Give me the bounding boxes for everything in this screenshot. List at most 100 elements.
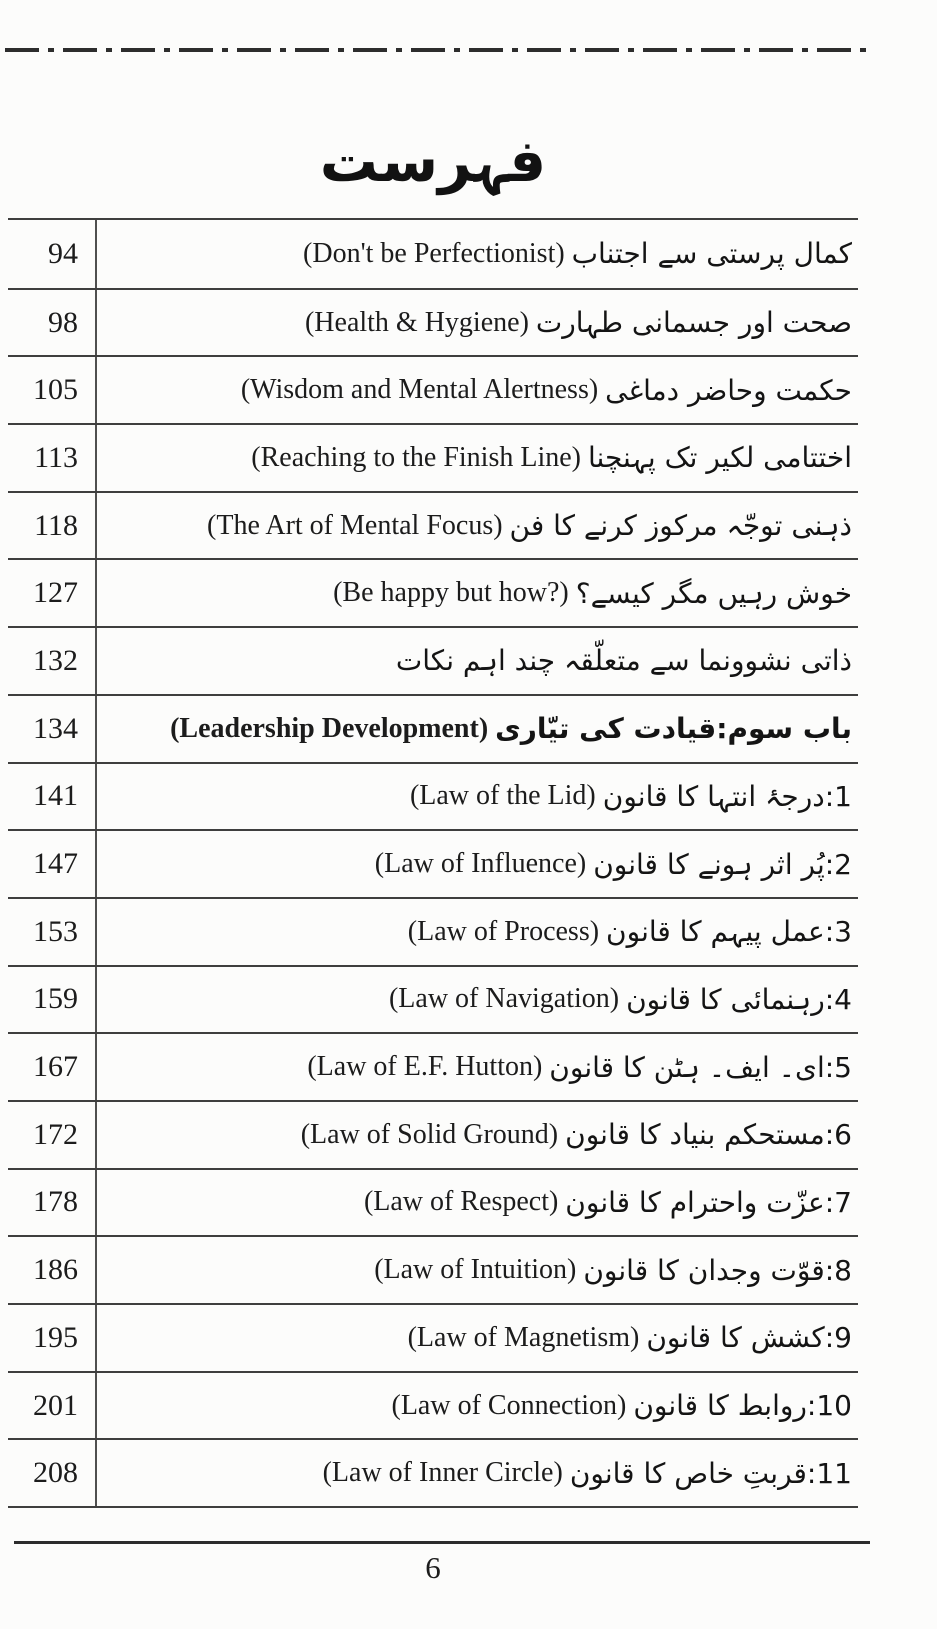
toc-row: 134 باب سوم:قیادت کی تیّاری (Leadership … bbox=[8, 693, 858, 762]
toc-entry-title: 10:روابط کا قانون (Law of Connection) bbox=[97, 1373, 858, 1439]
toc-entry-page-number: 134 bbox=[8, 695, 97, 762]
toc-row: 208 11:قربتِ خاص کا قانون (Law of Inner … bbox=[8, 1438, 858, 1507]
toc-row: 94 کمال پرستی سے اجتناب (Don't be Perfec… bbox=[8, 220, 858, 288]
toc-entry-english-text: (Law of Solid Ground) bbox=[300, 1118, 559, 1150]
toc-entry-page-number: 94 bbox=[8, 220, 97, 288]
toc-entry-urdu-text: ذہنی توجّہ مرکوز کرنے کا فن bbox=[509, 509, 852, 543]
toc-entry-urdu-text: 9:کشش کا قانون bbox=[646, 1321, 852, 1355]
toc-entry-page-number: 172 bbox=[8, 1101, 97, 1168]
toc-entry-urdu-text: 4:رہنمائی کا قانون bbox=[626, 982, 852, 1016]
toc-entry-page-number: 208 bbox=[8, 1440, 97, 1507]
toc-entry-urdu-text: اختتامی لکیر تک پہنچنا bbox=[587, 441, 852, 475]
page-title: فہرست bbox=[319, 126, 547, 195]
toc-entry-english-text: (Law of Influence) bbox=[374, 848, 587, 880]
toc-row: 147 2:پُر اثر ہونے کا قانون (Law of Infl… bbox=[8, 829, 858, 897]
toc-entry-english-text: (Law of the Lid) bbox=[409, 780, 596, 812]
toc-entry-urdu-text: 11:قربتِ خاص کا قانون bbox=[569, 1456, 852, 1490]
toc-entry-title: 7:عزّت واحترام کا قانون (Law of Respect) bbox=[97, 1170, 858, 1236]
toc-entry-title: 9:کشش کا قانون (Law of Magnetism) bbox=[97, 1305, 858, 1371]
toc-entry-english-text: (Law of Inner Circle) bbox=[322, 1457, 563, 1489]
toc-entry-title: 8:قوّت وجدان کا قانون (Law of Intuition) bbox=[97, 1237, 858, 1303]
toc-entry-english-text: (Reaching to the Finish Line) bbox=[251, 441, 581, 473]
page-number: 6 bbox=[425, 1550, 441, 1585]
toc-entry-title: 2:پُر اثر ہونے کا قانون (Law of Influenc… bbox=[97, 831, 858, 897]
toc-row: 98 صحت اور جسمانی طہارت (Health & Hygien… bbox=[8, 287, 858, 356]
toc-entry-title: کمال پرستی سے اجتناب (Don't be Perfectio… bbox=[97, 220, 858, 288]
toc-entry-english-text: (Wisdom and Mental Alertness) bbox=[240, 374, 599, 406]
toc-entry-title: 3:عمل پیہم کا قانون (Law of Process) bbox=[97, 899, 858, 965]
toc-entry-title: اختتامی لکیر تک پہنچنا (Reaching to the … bbox=[97, 425, 858, 491]
toc-entry-english-text: (Law of Magnetism) bbox=[407, 1321, 640, 1353]
toc-entry-page-number: 141 bbox=[8, 763, 97, 830]
toc-entry-english-text: (Be happy but how?) bbox=[333, 577, 569, 609]
footer-divider bbox=[14, 1541, 870, 1544]
toc-row: 167 5:ای۔ ایف۔ ہٹن کا قانون (Law of E.F.… bbox=[8, 1032, 858, 1100]
top-dashdot-divider bbox=[5, 48, 868, 52]
toc-entry-title: 4:رہنمائی کا قانون (Law of Navigation) bbox=[97, 967, 858, 1033]
toc-row: 132 ذاتی نشوونما سے متعلّقہ چند اہم نکات bbox=[8, 626, 858, 694]
toc-entry-urdu-text: 6:مستحکم بنیاد کا قانون bbox=[565, 1118, 852, 1152]
toc-entry-page-number: 178 bbox=[8, 1169, 97, 1236]
toc-entry-english-text: (Don't be Perfectionist) bbox=[303, 237, 565, 269]
toc-entry-page-number: 201 bbox=[8, 1372, 97, 1439]
toc-entry-english-text: (Law of Process) bbox=[407, 915, 600, 947]
toc-entry-page-number: 159 bbox=[8, 966, 97, 1033]
toc-entry-page-number: 105 bbox=[8, 357, 97, 424]
toc-entry-page-number: 147 bbox=[8, 831, 97, 897]
toc-entry-urdu-text: کمال پرستی سے اجتناب bbox=[571, 237, 852, 271]
toc-entry-page-number: 167 bbox=[8, 1034, 97, 1100]
toc-entry-urdu-text: ذاتی نشوونما سے متعلّقہ چند اہم نکات bbox=[395, 644, 852, 678]
toc-row: 118 ذہنی توجّہ مرکوز کرنے کا فن (The Art… bbox=[8, 490, 858, 559]
toc-entry-title: 11:قربتِ خاص کا قانون (Law of Inner Circ… bbox=[97, 1440, 858, 1506]
toc-entry-urdu-text: خوش رہیں مگر کیسے؟ bbox=[575, 576, 852, 610]
toc-entry-page-number: 132 bbox=[8, 628, 97, 694]
toc-entry-english-text: (Law of Respect) bbox=[363, 1186, 559, 1218]
toc-entry-title: ذہنی توجّہ مرکوز کرنے کا فن (The Art of … bbox=[97, 493, 858, 559]
toc-entry-urdu-text: 5:ای۔ ایف۔ ہٹن کا قانون bbox=[549, 1050, 852, 1084]
toc-entry-title: ذاتی نشوونما سے متعلّقہ چند اہم نکات bbox=[97, 628, 858, 694]
toc-row: 195 9:کشش کا قانون (Law of Magnetism) bbox=[8, 1303, 858, 1371]
toc-entry-urdu-text: 10:روابط کا قانون bbox=[633, 1389, 852, 1423]
toc-entry-title: حکمت وحاضر دماغی (Wisdom and Mental Aler… bbox=[97, 357, 858, 423]
toc-entry-title: 6:مستحکم بنیاد کا قانون (Law of Solid Gr… bbox=[97, 1102, 858, 1168]
toc-entry-english-text: (Law of Connection) bbox=[391, 1389, 627, 1421]
toc-row: 127 خوش رہیں مگر کیسے؟ (Be happy but how… bbox=[8, 558, 858, 627]
toc-table: 94 کمال پرستی سے اجتناب (Don't be Perfec… bbox=[8, 218, 858, 1509]
toc-entry-page-number: 153 bbox=[8, 898, 97, 965]
toc-entry-page-number: 186 bbox=[8, 1237, 97, 1303]
toc-entry-title: صحت اور جسمانی طہارت (Health & Hygiene) bbox=[97, 290, 858, 356]
toc-row: 153 3:عمل پیہم کا قانون (Law of Process) bbox=[8, 896, 858, 965]
toc-entry-title: خوش رہیں مگر کیسے؟ (Be happy but how?) bbox=[97, 560, 858, 626]
toc-entry-title: 1:درجۂ انتہا کا قانون (Law of the Lid) bbox=[97, 764, 858, 830]
toc-entry-urdu-text: صحت اور جسمانی طہارت bbox=[535, 306, 852, 340]
toc-row: 178 7:عزّت واحترام کا قانون (Law of Resp… bbox=[8, 1167, 858, 1236]
toc-entry-page-number: 118 bbox=[8, 492, 97, 559]
toc-row: 141 1:درجۂ انتہا کا قانون (Law of the Li… bbox=[8, 761, 858, 830]
toc-entry-title: 5:ای۔ ایف۔ ہٹن کا قانون (Law of E.F. Hut… bbox=[97, 1034, 858, 1100]
toc-row: 113 اختتامی لکیر تک پہنچنا (Reaching to … bbox=[8, 423, 858, 491]
toc-row: 172 6:مستحکم بنیاد کا قانون (Law of Soli… bbox=[8, 1099, 858, 1168]
toc-entry-urdu-text: 3:عمل پیہم کا قانون bbox=[606, 915, 852, 949]
toc-entry-english-text: (Leadership Development) bbox=[170, 712, 489, 744]
toc-entry-page-number: 113 bbox=[8, 425, 97, 491]
toc-entry-page-number: 195 bbox=[8, 1305, 97, 1371]
toc-entry-page-number: 98 bbox=[8, 289, 97, 356]
toc-entry-english-text: (Law of Intuition) bbox=[374, 1254, 577, 1286]
toc-entry-urdu-text: باب سوم:قیادت کی تیّاری bbox=[495, 712, 852, 746]
toc-entry-urdu-text: 7:عزّت واحترام کا قانون bbox=[565, 1185, 852, 1219]
toc-row: 159 4:رہنمائی کا قانون (Law of Navigatio… bbox=[8, 964, 858, 1033]
toc-entry-english-text: (The Art of Mental Focus) bbox=[207, 509, 503, 541]
toc-entry-urdu-text: حکمت وحاضر دماغی bbox=[605, 373, 852, 407]
toc-entry-english-text: (Law of E.F. Hutton) bbox=[307, 1051, 543, 1083]
toc-row: 186 8:قوّت وجدان کا قانون (Law of Intuit… bbox=[8, 1235, 858, 1303]
toc-entry-urdu-text: 1:درجۂ انتہا کا قانون bbox=[602, 779, 852, 813]
toc-entry-urdu-text: 8:قوّت وجدان کا قانون bbox=[583, 1253, 852, 1287]
toc-row: 105 حکمت وحاضر دماغی (Wisdom and Mental … bbox=[8, 355, 858, 424]
toc-entry-page-number: 127 bbox=[8, 560, 97, 627]
toc-entry-urdu-text: 2:پُر اثر ہونے کا قانون bbox=[593, 847, 852, 881]
toc-entry-title: باب سوم:قیادت کی تیّاری (Leadership Deve… bbox=[97, 696, 858, 762]
toc-entry-english-text: (Health & Hygiene) bbox=[304, 306, 529, 338]
toc-row: 201 10:روابط کا قانون (Law of Connection… bbox=[8, 1370, 858, 1439]
toc-entry-english-text: (Law of Navigation) bbox=[388, 983, 620, 1015]
